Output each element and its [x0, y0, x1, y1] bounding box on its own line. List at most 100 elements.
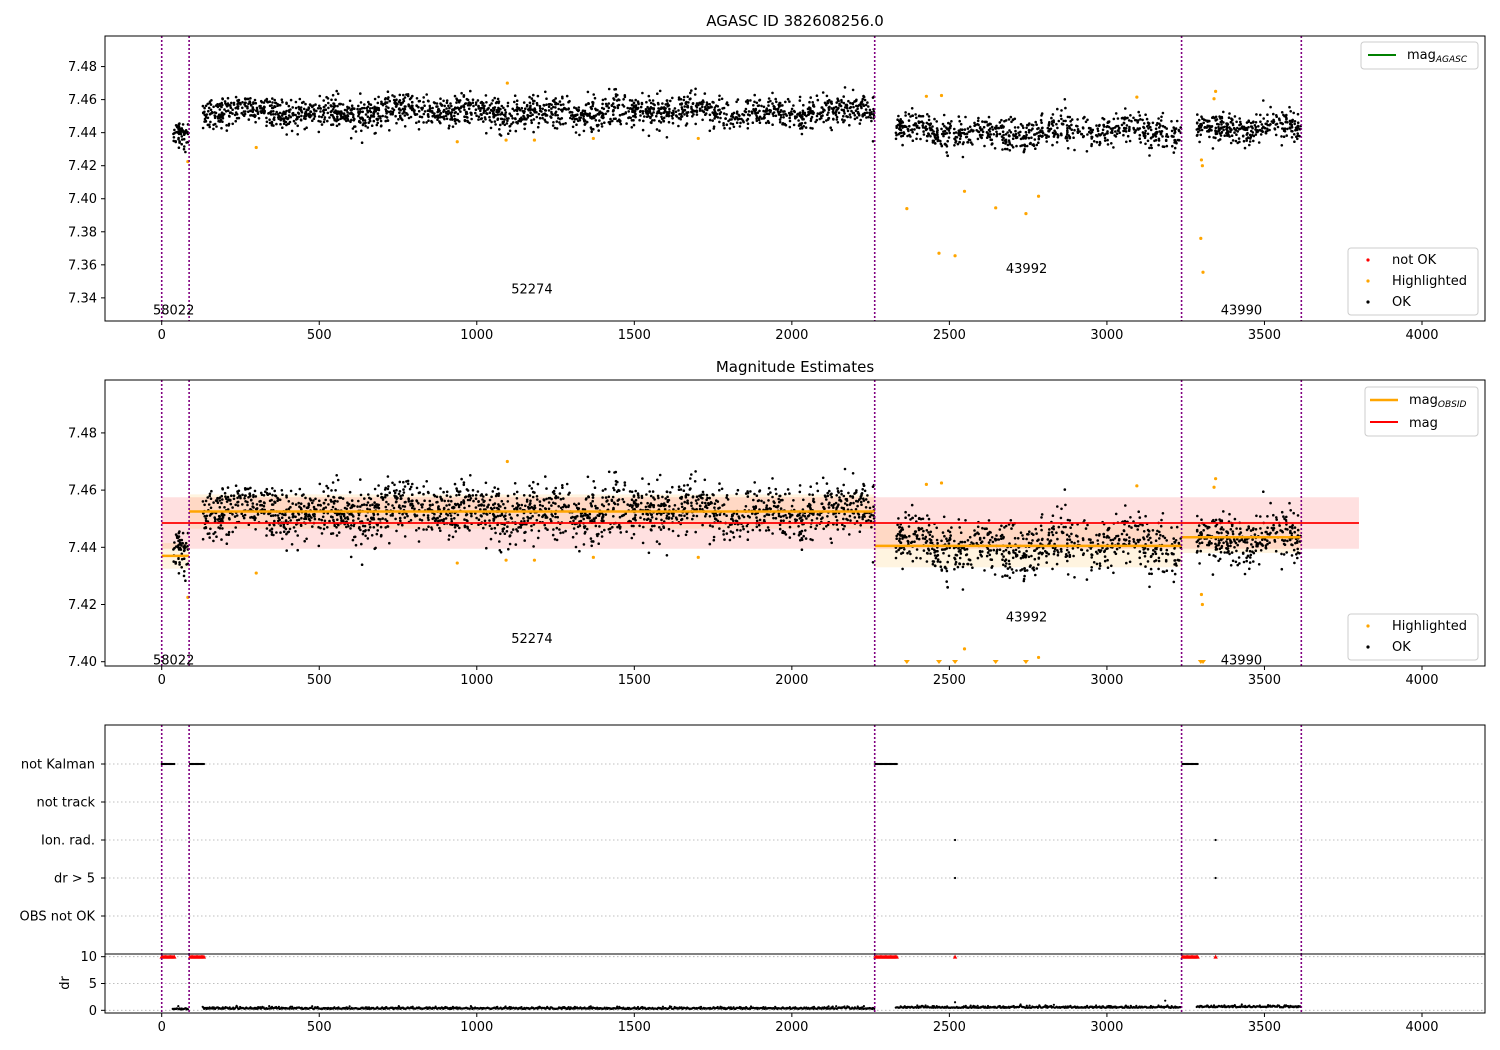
- data-point-ok: [1010, 144, 1014, 147]
- data-point-ok: [259, 107, 262, 110]
- data-point-ok: [776, 107, 780, 111]
- data-point-ok: [586, 475, 590, 479]
- data-point-ok: [701, 508, 704, 511]
- data-point-ok: [708, 542, 712, 546]
- data-point-ok: [1070, 128, 1073, 131]
- data-point-ok: [536, 125, 540, 129]
- data-point-ok: [845, 103, 849, 107]
- data-point-ok: [923, 126, 927, 129]
- data-point-ok: [549, 115, 552, 118]
- data-point-ok: [317, 130, 321, 134]
- data-point-ok: [304, 110, 308, 114]
- data-point-ok: [474, 101, 478, 104]
- data-point-ok: [977, 116, 980, 120]
- data-point-ok: [508, 112, 512, 115]
- data-point-ok: [182, 137, 186, 141]
- data-point-ok: [216, 518, 220, 521]
- data-point-ok: [451, 535, 455, 539]
- data-point-ok: [511, 121, 515, 124]
- data-point-ok: [1069, 120, 1072, 123]
- data-point-ok: [704, 515, 707, 518]
- data-point-ok: [983, 144, 986, 148]
- data-point-ok: [1023, 135, 1026, 138]
- data-point-ok: [172, 139, 175, 143]
- data-point-ok: [228, 115, 231, 118]
- data-point-ok: [711, 119, 714, 122]
- data-point-ok: [417, 120, 421, 123]
- data-point-ok: [415, 97, 419, 100]
- data-point-ok: [409, 115, 413, 119]
- data-point-ok: [1207, 125, 1211, 128]
- data-point-ok: [572, 116, 575, 119]
- data-point-ok: [174, 124, 178, 127]
- data-point-ok: [851, 472, 855, 475]
- data-point-ok: [589, 126, 593, 129]
- data-point-ok: [765, 107, 769, 110]
- data-point-ok: [282, 525, 286, 528]
- data-point-ok: [1046, 126, 1050, 130]
- data-point-ok: [821, 476, 825, 480]
- data-point-ok: [991, 142, 994, 145]
- data-point-ok: [1283, 114, 1286, 118]
- data-point-ok: [591, 102, 595, 106]
- data-point-ok: [767, 121, 771, 124]
- data-point-ok: [836, 528, 840, 531]
- data-point-ok: [712, 101, 715, 104]
- data-point-ok: [831, 110, 835, 114]
- data-point-ok: [493, 526, 497, 530]
- data-point-ok: [638, 524, 641, 528]
- data-point-ok: [377, 517, 381, 521]
- data-point-ok: [577, 502, 581, 506]
- data-point-ok: [649, 494, 653, 498]
- data-point-ok: [394, 500, 398, 504]
- data-point-ok: [929, 135, 932, 138]
- data-point-ok: [1114, 112, 1118, 115]
- data-point-ok: [868, 108, 872, 112]
- data-point-ok: [1025, 126, 1028, 130]
- data-point-ok: [493, 506, 496, 510]
- data-point-ok: [1215, 122, 1219, 126]
- data-point-ok: [597, 542, 600, 545]
- data-point-ok: [314, 497, 317, 501]
- data-point-ok: [1124, 107, 1127, 110]
- data-point-ok: [578, 119, 582, 122]
- data-point-ok: [398, 114, 402, 118]
- data-point-ok: [1217, 125, 1220, 129]
- data-point-ok: [964, 135, 968, 139]
- data-point-ok: [656, 494, 660, 498]
- data-point-ok: [655, 114, 658, 118]
- data-point-ok: [1207, 130, 1211, 133]
- data-point-ok: [1047, 129, 1050, 133]
- data-point-ok: [231, 530, 234, 534]
- data-point-ok: [1220, 115, 1224, 119]
- data-point-ok: [379, 117, 382, 120]
- data-point-ok: [205, 514, 209, 518]
- data-point-ok: [1061, 122, 1065, 126]
- data-point-ok: [981, 130, 985, 134]
- data-point-ok: [636, 504, 639, 508]
- data-point-ok: [729, 122, 733, 125]
- data-point-ok: [966, 127, 970, 130]
- data-point-ok: [601, 98, 605, 102]
- data-point-ok: [450, 517, 453, 521]
- data-point-ok: [603, 121, 606, 124]
- data-point-ok: [377, 503, 381, 507]
- data-point-ok: [397, 118, 400, 121]
- data-point-ok: [854, 491, 857, 495]
- data-point-ok: [968, 125, 972, 129]
- data-point-ok: [287, 516, 291, 519]
- data-point-ok: [485, 112, 489, 115]
- data-point-ok: [267, 512, 270, 516]
- data-point-ok: [536, 536, 540, 540]
- data-point-ok: [701, 109, 704, 112]
- data-point-ok: [601, 496, 604, 499]
- data-point-ok: [784, 100, 787, 104]
- data-point-ok: [402, 99, 406, 103]
- data-point-ok: [401, 118, 404, 122]
- data-point-ok: [278, 111, 282, 115]
- data-point-ok: [554, 512, 557, 516]
- data-point-ok: [590, 544, 593, 548]
- data-point-ok: [1146, 125, 1149, 128]
- data-point-ok: [318, 94, 322, 98]
- y-tick-label: 7.36: [68, 258, 97, 273]
